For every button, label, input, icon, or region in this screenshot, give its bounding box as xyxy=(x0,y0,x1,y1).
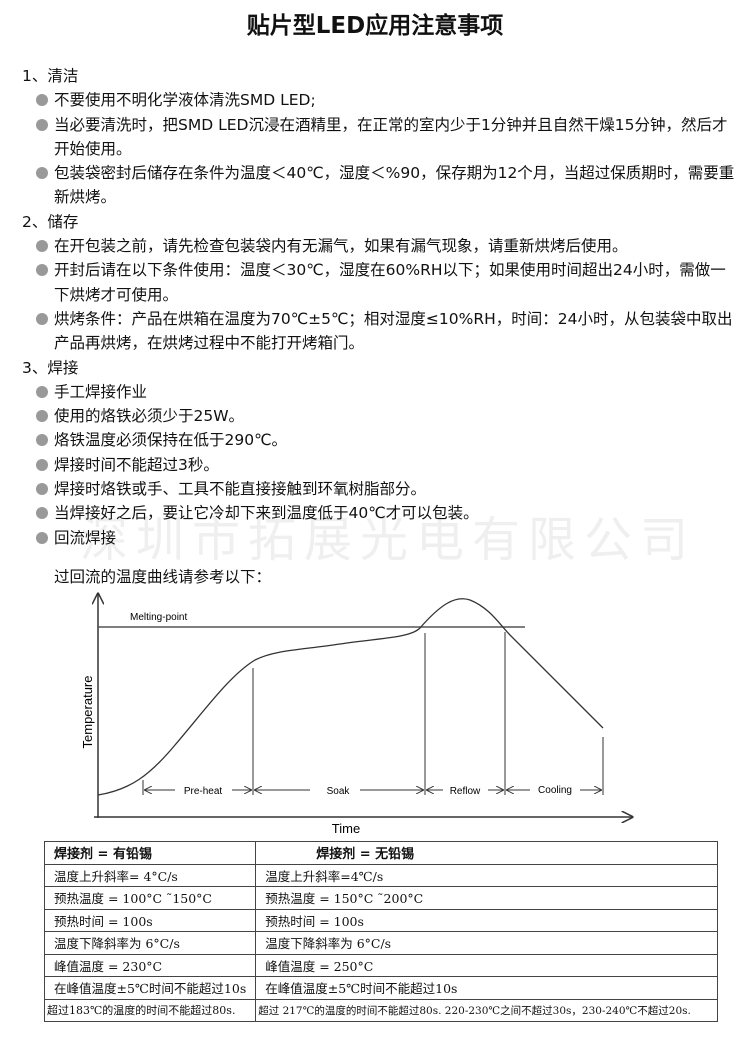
reflow-profile-diagram: Melting-point Pre-heat Soak Reflow Cooli… xyxy=(80,580,750,836)
table-row: 温度下降斜率为 6°C/s 温度下降斜率为 6°C/s xyxy=(43,931,718,955)
list-item: 烘烤条件：产品在烘箱在温度为70℃±5℃；相对湿度≤10%RH，时间：24小时，… xyxy=(22,307,737,356)
reflow-note: 过回流的温度曲线请参考以下： xyxy=(54,568,272,587)
y-axis-label: Temperature xyxy=(80,676,95,749)
phase-label: Cooling xyxy=(538,785,572,796)
header-leaded: 焊接剂 = 有铅锡 xyxy=(43,841,257,865)
x-axis-label: Time xyxy=(332,821,360,836)
bullet-icon xyxy=(36,483,48,496)
section-heading: 3、焊接 xyxy=(22,358,79,377)
list-item: 焊接时间不能超过3秒。 xyxy=(22,453,737,477)
list-item: 使用的烙铁必须少于25W。 xyxy=(22,404,737,428)
bullet-icon xyxy=(36,264,48,277)
table-header-row: 焊接剂 = 有铅锡 焊接剂 = 无铅锡 xyxy=(43,841,718,865)
bullet-icon xyxy=(36,385,48,398)
watermark: 深圳市拓展光电有限公司 xyxy=(80,512,697,568)
list-item: 在开包装之前，请先检查包装袋内有无漏气，如果有漏气现象，请重新烘烤后使用。 xyxy=(22,234,737,258)
phase-label: Reflow xyxy=(450,786,481,797)
table-row: 峰值温度 = 230°C 峰值温度 = 250°C xyxy=(43,953,718,977)
bullet-icon xyxy=(36,410,48,423)
header-lead-free: 焊接剂 = 无铅锡 xyxy=(255,841,718,865)
bullet-icon xyxy=(36,312,48,325)
section-heading: 1、清洁 xyxy=(22,67,79,85)
table-row: 超过183℃的温度的时间不能超过80s. 超过 217℃的温度的时间不能超过80s… xyxy=(43,998,718,1022)
list-item: 当焊接好之后，要让它冷却下来到温度低于40℃才可以包装。 xyxy=(22,501,737,525)
table-row: 温度上升斜率= 4°C/s 温度上升斜率=4℃/s xyxy=(43,863,718,887)
table-row: 在峰值温度±5℃时间不能超过10s 在峰值温度±5℃时间不能超过10s xyxy=(43,976,718,1000)
bullet-icon xyxy=(36,118,48,131)
bullet-icon xyxy=(36,531,48,544)
temperature-curve xyxy=(97,598,604,796)
list-item: 回流焊接 xyxy=(22,526,737,550)
bullet-icon xyxy=(36,458,48,471)
bullet-icon xyxy=(36,167,48,180)
phase-label: Soak xyxy=(327,786,351,797)
soldering-parameters-table: 焊接剂 = 有铅锡 焊接剂 = 无铅锡 温度上升斜率= 4°C/s 温度上升斜率=… xyxy=(43,841,718,1022)
list-item: 手工焊接作业 xyxy=(22,380,737,404)
page-title: 贴片型LED应用注意事项 xyxy=(246,13,504,39)
list-item: 焊接时烙铁或手、工具不能直接接触到环氧树脂部分。 xyxy=(22,477,737,501)
document-body: 1、清洁 不要使用不明化学液体清洗SMD LED; 当必要清洗时，把SMD LE… xyxy=(22,64,737,605)
melting-point-label: Melting-point xyxy=(130,612,187,623)
list-item: 不要使用不明化学液体清洗SMD LED; xyxy=(22,88,737,112)
bullet-icon xyxy=(36,434,48,447)
bullet-icon xyxy=(36,94,48,107)
section-heading: 2、储存 xyxy=(22,212,79,231)
table-row: 预热温度 = 100°C ˜150°C 预热温度 = 150°C ˜200°C xyxy=(43,886,718,910)
table-row: 预热时间 = 100s 预热时间 = 100s xyxy=(43,908,718,932)
list-item: 当必要清洗时，把SMD LED沉浸在酒精里，在正常的室内少于1分钟并且自然干燥1… xyxy=(22,113,737,162)
list-item: 开封后请在以下条件使用：温度＜30℃，湿度在60%RH以下；如果使用时间超出24… xyxy=(22,258,737,307)
bullet-icon xyxy=(36,240,48,253)
phase-label: Pre-heat xyxy=(184,786,223,797)
list-item: 烙铁温度必须保持在低于290℃。 xyxy=(22,428,737,452)
list-item: 包装袋密封后储存在条件为温度＜40℃，湿度＜%90，保存期为12个月，当超过保质… xyxy=(22,161,737,210)
bullet-icon xyxy=(36,507,48,520)
